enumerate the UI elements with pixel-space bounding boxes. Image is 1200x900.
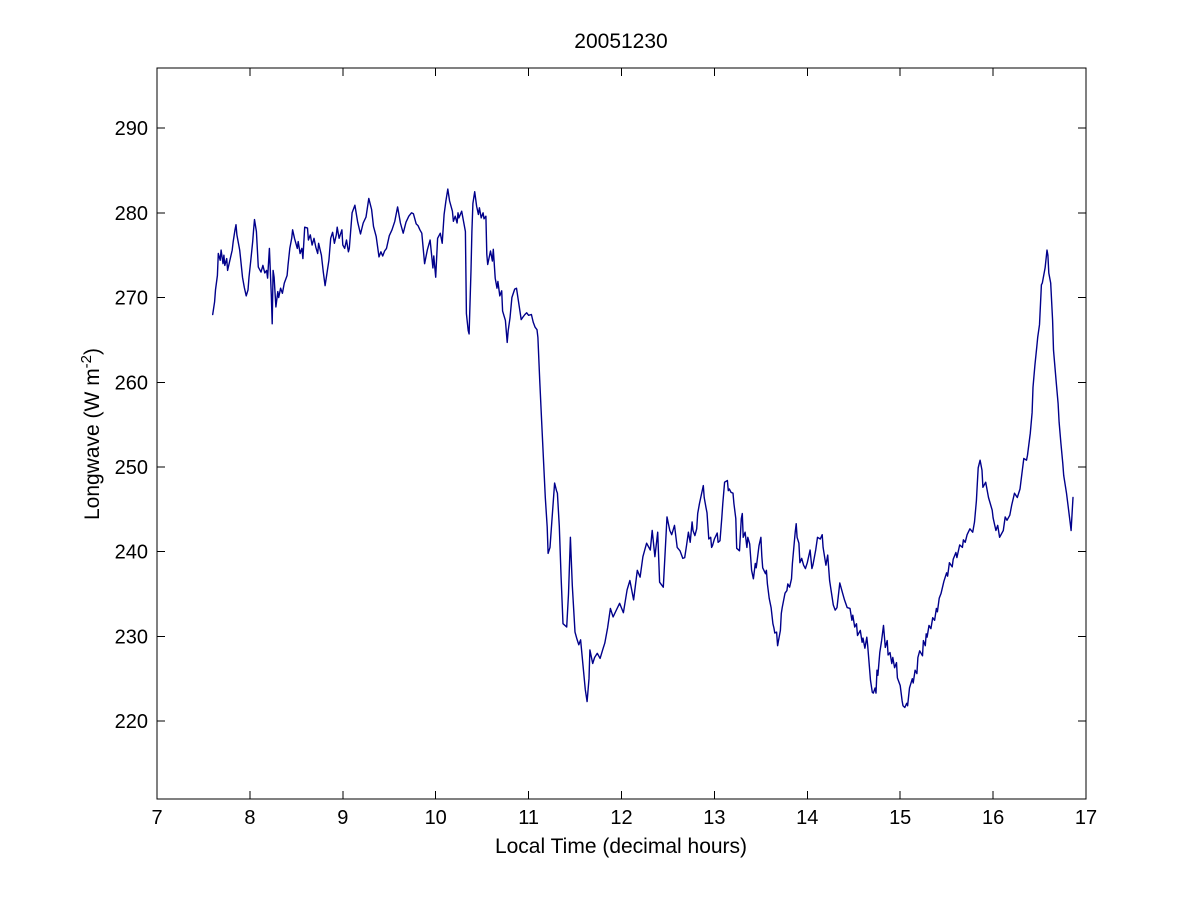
y-tick-label: 260 [115, 372, 148, 394]
x-tick-label: 8 [244, 807, 255, 829]
x-tick-label: 11 [518, 807, 539, 829]
chart-title: 20051230 [574, 30, 667, 53]
tick-marks [156, 68, 1087, 799]
x-tick-label: 17 [1075, 807, 1097, 829]
y-axis-tick-labels: 220 230 240 250 260 270 280 290 [115, 118, 148, 733]
y-axis-label-exponent: -2 [78, 355, 95, 368]
y-tick-label: 280 [115, 203, 148, 225]
y-tick-label: 250 [115, 457, 148, 479]
y-axis-label-main: Longwave (W m [81, 368, 104, 520]
y-tick-label: 290 [115, 118, 148, 140]
x-tick-label: 16 [982, 807, 1004, 829]
y-tick-label: 230 [115, 626, 148, 648]
x-tick-label: 10 [425, 807, 447, 829]
y-tick-label: 240 [115, 542, 148, 564]
y-tick-label: 270 [115, 288, 148, 310]
y-axis-label-close: ) [81, 348, 104, 355]
plot-area [156, 67, 1087, 800]
x-axis-tick-labels: 7 8 9 10 11 12 13 14 15 16 17 [151, 807, 1097, 829]
x-tick-label: 12 [610, 807, 632, 829]
y-axis-label: Longwave (W m-2) [78, 348, 104, 520]
x-tick-label: 7 [151, 807, 162, 829]
y-tick-label: 220 [115, 711, 148, 733]
x-tick-label: 15 [889, 807, 911, 829]
x-tick-label: 14 [796, 807, 818, 829]
x-tick-label: 9 [337, 807, 348, 829]
x-tick-label: 13 [703, 807, 725, 829]
longwave-data-line [211, 188, 1074, 709]
x-axis-label: Local Time (decimal hours) [495, 835, 747, 858]
